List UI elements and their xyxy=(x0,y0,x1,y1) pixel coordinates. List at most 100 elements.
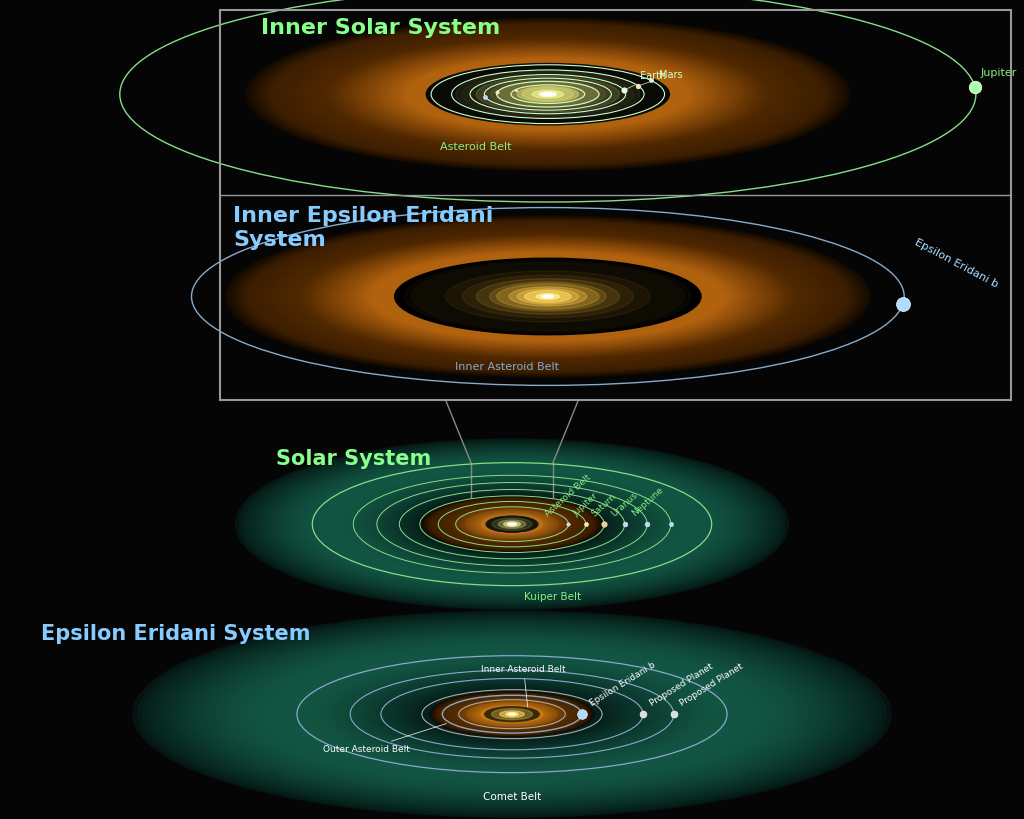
Ellipse shape xyxy=(480,514,544,534)
Text: Inner Asteroid Belt: Inner Asteroid Belt xyxy=(455,362,559,372)
Ellipse shape xyxy=(441,695,583,734)
Ellipse shape xyxy=(271,25,824,164)
Ellipse shape xyxy=(439,502,585,546)
Ellipse shape xyxy=(349,474,675,574)
Ellipse shape xyxy=(304,236,792,357)
Ellipse shape xyxy=(537,293,559,300)
Ellipse shape xyxy=(443,503,581,545)
Text: Proposed Planet: Proposed Planet xyxy=(648,662,715,708)
Ellipse shape xyxy=(473,704,551,725)
Ellipse shape xyxy=(386,486,638,563)
Ellipse shape xyxy=(311,238,784,355)
Ellipse shape xyxy=(391,681,633,747)
Ellipse shape xyxy=(506,713,518,716)
Ellipse shape xyxy=(532,90,563,98)
Ellipse shape xyxy=(308,237,787,356)
Ellipse shape xyxy=(478,705,546,723)
Ellipse shape xyxy=(438,694,586,735)
Ellipse shape xyxy=(335,41,761,147)
Ellipse shape xyxy=(381,52,715,136)
Ellipse shape xyxy=(263,447,761,601)
Ellipse shape xyxy=(353,45,742,143)
Ellipse shape xyxy=(133,611,891,817)
Ellipse shape xyxy=(330,242,766,351)
Ellipse shape xyxy=(395,488,629,560)
Ellipse shape xyxy=(438,695,586,734)
Ellipse shape xyxy=(508,523,516,526)
Ellipse shape xyxy=(266,449,758,600)
Ellipse shape xyxy=(306,461,718,587)
Ellipse shape xyxy=(360,250,735,343)
Ellipse shape xyxy=(147,615,877,813)
Ellipse shape xyxy=(467,510,557,538)
Ellipse shape xyxy=(328,242,768,351)
Text: Inner Solar System: Inner Solar System xyxy=(261,18,501,38)
Ellipse shape xyxy=(323,38,773,151)
Ellipse shape xyxy=(386,680,638,749)
Ellipse shape xyxy=(295,30,801,158)
Ellipse shape xyxy=(395,682,629,746)
Ellipse shape xyxy=(227,216,868,377)
Ellipse shape xyxy=(333,242,763,351)
Ellipse shape xyxy=(330,39,766,149)
Ellipse shape xyxy=(191,627,833,801)
Ellipse shape xyxy=(454,506,570,542)
Ellipse shape xyxy=(356,46,739,143)
Ellipse shape xyxy=(468,510,556,538)
Ellipse shape xyxy=(472,704,552,725)
Ellipse shape xyxy=(411,493,613,555)
Ellipse shape xyxy=(283,230,813,363)
Ellipse shape xyxy=(331,468,693,580)
Ellipse shape xyxy=(348,43,748,145)
Ellipse shape xyxy=(357,249,738,344)
Ellipse shape xyxy=(260,224,836,369)
Ellipse shape xyxy=(384,53,712,135)
Ellipse shape xyxy=(250,19,846,170)
Ellipse shape xyxy=(221,635,803,794)
Ellipse shape xyxy=(476,704,548,724)
Ellipse shape xyxy=(349,44,746,144)
Ellipse shape xyxy=(269,24,826,165)
Ellipse shape xyxy=(436,501,588,547)
Ellipse shape xyxy=(355,248,740,345)
Ellipse shape xyxy=(463,701,561,727)
Ellipse shape xyxy=(294,654,730,774)
Ellipse shape xyxy=(542,295,554,298)
Ellipse shape xyxy=(355,46,740,143)
Ellipse shape xyxy=(456,699,568,730)
Ellipse shape xyxy=(442,695,582,733)
Ellipse shape xyxy=(282,230,814,363)
Ellipse shape xyxy=(474,704,550,724)
Ellipse shape xyxy=(322,465,702,583)
Ellipse shape xyxy=(468,702,556,726)
Ellipse shape xyxy=(524,291,571,302)
Ellipse shape xyxy=(237,219,859,374)
Ellipse shape xyxy=(276,26,819,162)
Ellipse shape xyxy=(352,247,743,346)
Ellipse shape xyxy=(317,239,778,354)
Ellipse shape xyxy=(201,630,823,799)
Ellipse shape xyxy=(476,76,620,112)
Ellipse shape xyxy=(300,459,724,590)
Ellipse shape xyxy=(366,48,730,140)
Ellipse shape xyxy=(432,692,592,736)
Ellipse shape xyxy=(355,476,669,572)
Ellipse shape xyxy=(285,231,811,362)
Ellipse shape xyxy=(435,693,589,735)
Ellipse shape xyxy=(182,624,842,804)
Ellipse shape xyxy=(261,225,835,368)
Ellipse shape xyxy=(245,641,779,787)
Ellipse shape xyxy=(338,667,687,762)
Ellipse shape xyxy=(342,668,682,760)
Ellipse shape xyxy=(472,512,552,536)
Text: Mars: Mars xyxy=(641,70,682,85)
Ellipse shape xyxy=(440,695,584,734)
Ellipse shape xyxy=(422,496,602,552)
Ellipse shape xyxy=(466,702,558,726)
Ellipse shape xyxy=(426,64,670,124)
Ellipse shape xyxy=(260,446,764,602)
Ellipse shape xyxy=(337,470,687,578)
Ellipse shape xyxy=(143,613,881,815)
Ellipse shape xyxy=(397,57,698,132)
Ellipse shape xyxy=(481,706,543,722)
